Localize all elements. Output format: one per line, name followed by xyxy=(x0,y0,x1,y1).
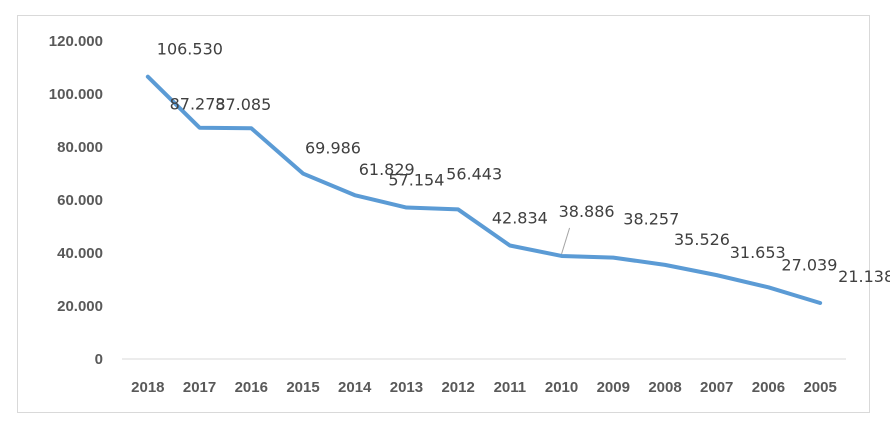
x-tick-label: 2005 xyxy=(803,379,836,396)
y-tick-label: 100.000 xyxy=(49,86,103,103)
x-tick-label: 2015 xyxy=(286,379,319,396)
data-label: 106.530 xyxy=(157,40,223,59)
data-label: 27.039 xyxy=(781,255,837,274)
data-label: 87.273 xyxy=(170,95,226,114)
x-tick-label: 2009 xyxy=(597,379,630,396)
y-tick-label: 40.000 xyxy=(57,245,103,262)
y-tick-label: 60.000 xyxy=(57,192,103,209)
data-label: 56.443 xyxy=(446,164,502,183)
data-label: 87.085 xyxy=(215,95,271,114)
y-tick-label: 80.000 xyxy=(57,139,103,156)
x-tick-label: 2006 xyxy=(752,379,785,396)
data-label: 38.257 xyxy=(623,210,679,229)
x-axis-ticks: 2018 2017 2016 2015 2014 2013 2012 2011 2010 2009… xyxy=(131,379,837,396)
data-label: 69.986 xyxy=(305,139,361,158)
x-tick-label: 2011 xyxy=(494,379,527,396)
data-label: 61.829 xyxy=(359,160,415,179)
data-label: 21.138 xyxy=(838,267,890,286)
x-tick-label: 2012 xyxy=(441,379,474,396)
x-tick-label: 2013 xyxy=(390,379,423,396)
x-tick-label: 2017 xyxy=(183,379,216,396)
x-tick-label: 2010 xyxy=(545,379,578,396)
x-tick-label: 2007 xyxy=(700,379,733,396)
data-label: 42.834 xyxy=(492,208,548,227)
x-tick-label: 2008 xyxy=(648,379,681,396)
x-tick-label: 2014 xyxy=(338,379,372,396)
y-axis-ticks: 0 20.000 40.000 60.000 80.000 100.000 120.000 xyxy=(49,33,103,368)
data-label: 35.526 xyxy=(674,230,730,249)
x-tick-label: 2016 xyxy=(235,379,268,396)
y-tick-label: 0 xyxy=(95,351,103,368)
data-label: 57.154 xyxy=(388,171,444,190)
series-line xyxy=(145,74,823,305)
x-tick-label: 2018 xyxy=(131,379,164,396)
label-leader-line xyxy=(561,227,571,255)
label-leader-lines xyxy=(561,227,571,255)
y-tick-label: 20.000 xyxy=(57,298,103,315)
chart-frame xyxy=(17,15,870,413)
data-label: 31.653 xyxy=(730,243,786,262)
y-tick-label: 120.000 xyxy=(49,33,103,50)
data-label: 38.886 xyxy=(559,202,615,221)
